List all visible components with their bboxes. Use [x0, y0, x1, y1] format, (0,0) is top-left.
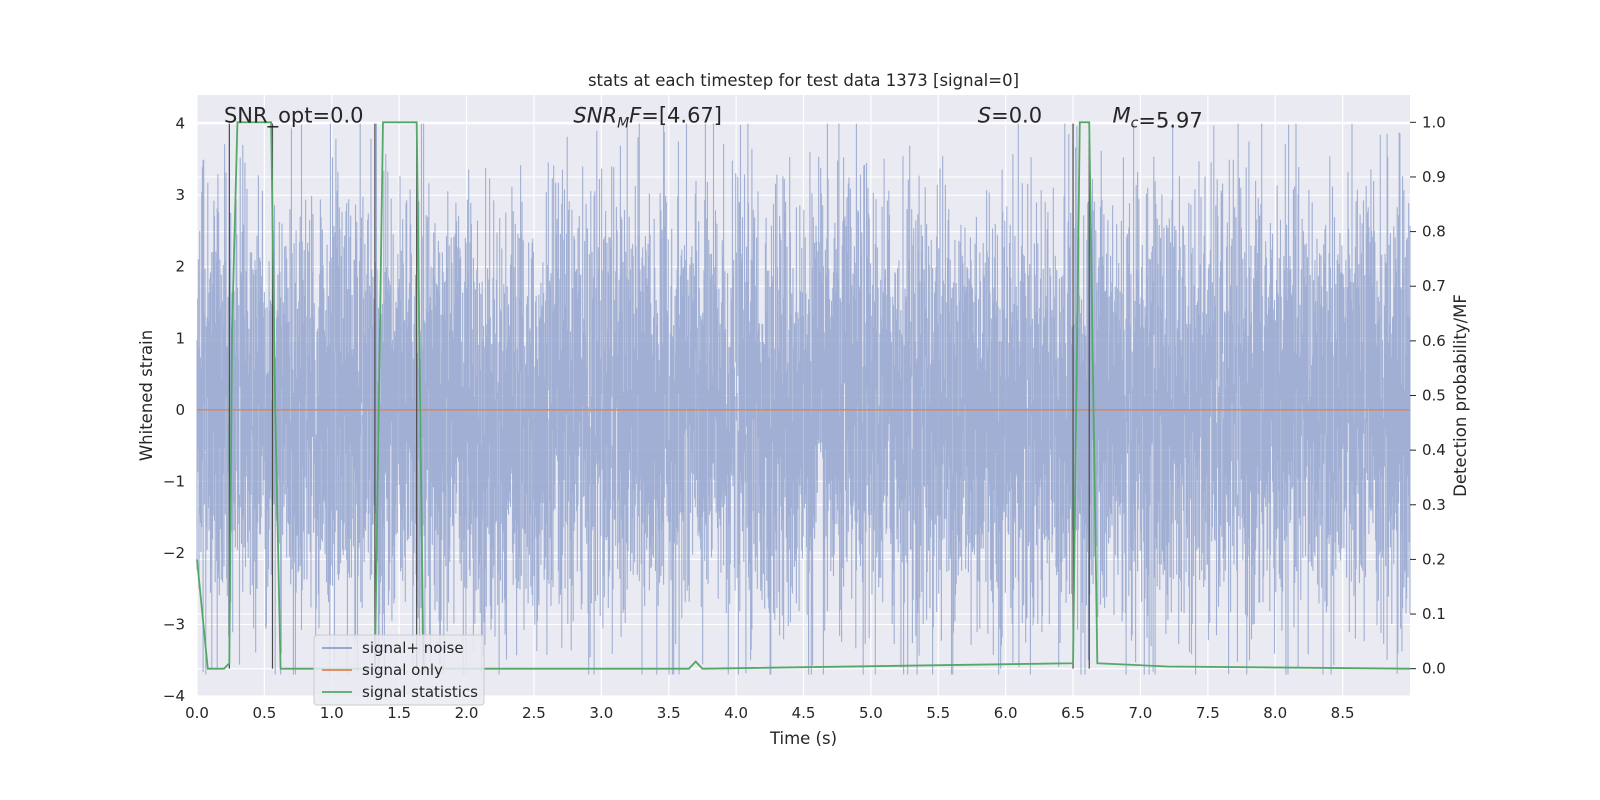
annotation-mc: Mc=5.97 — [1113, 104, 1203, 133]
signal-statistics-line — [196, 121, 1411, 670]
x-tick-label: 3.0 — [589, 704, 613, 722]
y-tick-label-right: 0.5 — [1422, 387, 1446, 405]
x-tick-label: 8.0 — [1263, 704, 1287, 722]
annotation-s_stat: S=0.0 — [978, 104, 1042, 128]
y-tick-label-right: 0.2 — [1422, 550, 1446, 568]
noise-trace — [196, 123, 1411, 675]
y-tick-label-left: −1 — [163, 472, 185, 490]
y-tick-label-left: −3 — [163, 615, 185, 633]
x-tick-label: 5.5 — [926, 704, 950, 722]
x-tick-label: 8.5 — [1331, 704, 1355, 722]
y-tick-label-right: 1.0 — [1422, 113, 1446, 131]
x-tick-label: 6.5 — [1061, 704, 1085, 722]
y-tick-label-left: 1 — [175, 329, 185, 347]
x-tick-label: 7.5 — [1196, 704, 1220, 722]
y-tick-label-left: 4 — [175, 115, 185, 133]
x-tick-label: 5.0 — [859, 704, 883, 722]
y-tick-label-right: 0.8 — [1422, 223, 1446, 241]
x-tick-label: 2.0 — [455, 704, 479, 722]
y-axis-label-right: Detection probability/MF — [1451, 294, 1470, 497]
x-tick-label: 4.5 — [792, 704, 816, 722]
y-tick-label-right: 0.6 — [1422, 332, 1446, 350]
y-axis-label-left: Whitened strain — [137, 330, 156, 461]
x-tick-label: 6.0 — [994, 704, 1018, 722]
x-axis-label: Time (s) — [769, 729, 837, 748]
x-tick-label: 0.5 — [252, 704, 276, 722]
series-signal-statistics — [196, 121, 1411, 670]
y-tick-label-right: 0.3 — [1422, 496, 1446, 514]
legend-label: signal+ noise — [362, 639, 464, 657]
legend-label: signal statistics — [362, 683, 478, 701]
y-tick-label-right: 0.7 — [1422, 277, 1446, 295]
x-tick-label: 7.0 — [1129, 704, 1153, 722]
y-tick-label-left: 0 — [175, 401, 185, 419]
y-tick-label-left: −4 — [163, 687, 185, 705]
x-tick-label: 1.0 — [320, 704, 344, 722]
y-tick-label-right: 0.0 — [1422, 660, 1446, 678]
y-tick-label-left: −2 — [163, 544, 185, 562]
annotation-snr_opt: SNR_opt=0.0 — [224, 104, 364, 129]
annotations: SNR_opt=0.0 SNRMF=[4.67] S=0.0 Mc=5.97 — [224, 104, 1203, 133]
x-tick-label: 3.5 — [657, 704, 681, 722]
x-tick-label: 4.0 — [724, 704, 748, 722]
legend-label: signal only — [362, 661, 443, 679]
annotation-snr_mf: SNRMF=[4.67] — [573, 104, 722, 132]
y-tick-label-left: 2 — [175, 258, 185, 276]
legend: signal+ noise signal only signal statistic… — [313, 634, 485, 706]
y-tick-label-right: 0.1 — [1422, 605, 1446, 623]
y-tick-label-right: 0.9 — [1422, 168, 1446, 186]
legend-box — [313, 634, 485, 706]
series-signal-noise — [196, 123, 1411, 675]
y-tick-label-right: 0.4 — [1422, 441, 1446, 459]
x-tick-label: 1.5 — [387, 704, 411, 722]
axis-ticks: 0.0 0.5 1.0 1.5 2.0 2.5 3.0 3.5 4.0 4.5 5.0 5.5 6.0 6… — [163, 113, 1446, 722]
y-tick-label-left: 3 — [175, 186, 185, 204]
x-tick-label: 2.5 — [522, 704, 546, 722]
chart-title: stats at each timestep for test data 137… — [588, 71, 1019, 90]
x-tick-label: 0.0 — [185, 704, 209, 722]
